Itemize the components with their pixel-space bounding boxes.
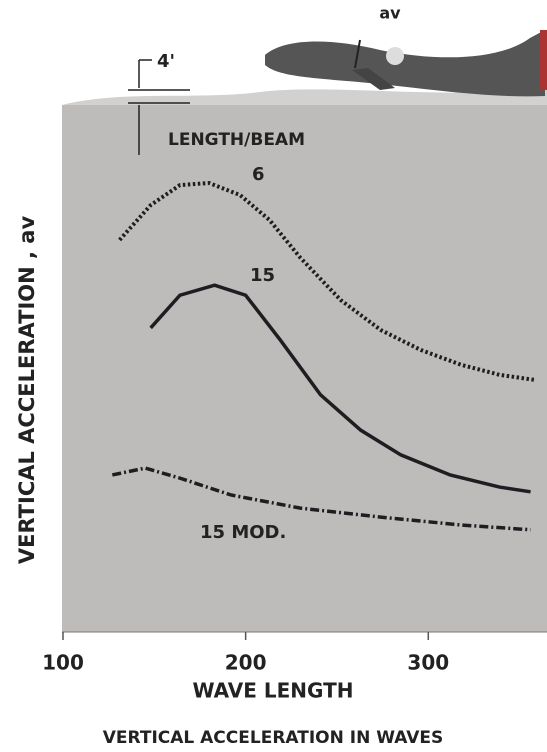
legend-title: LENGTH/BEAM: [168, 130, 305, 150]
y-axis-label: VERTICAL ACCELERATION , av: [15, 216, 39, 565]
accel-symbol: av: [379, 4, 401, 23]
chart: 4' av LENGTH/BEAM WAVE LENGTH VERTICAL A…: [0, 0, 547, 752]
x-tick-label: 100: [42, 651, 84, 675]
series-label: 15: [250, 265, 275, 286]
series-label: 15 MOD.: [200, 522, 286, 543]
height-label: 4': [157, 51, 175, 72]
series-label: 6: [252, 164, 265, 185]
page: 4' av LENGTH/BEAM WAVE LENGTH VERTICAL A…: [0, 0, 547, 752]
chart-title: VERTICAL ACCELERATION IN WAVES: [103, 728, 444, 748]
x-axis-label: WAVE LENGTH: [193, 679, 354, 703]
x-tick-label: 300: [407, 651, 449, 675]
airplane: [265, 30, 547, 96]
x-tick-label: 200: [225, 651, 267, 675]
